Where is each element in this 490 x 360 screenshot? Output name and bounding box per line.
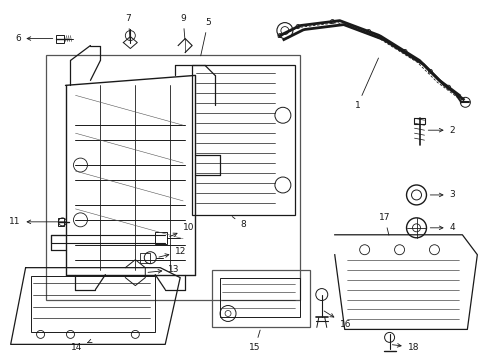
Text: 14: 14 bbox=[71, 339, 92, 352]
Bar bbox=[140, 253, 150, 263]
Text: 7: 7 bbox=[125, 14, 131, 40]
Text: 17: 17 bbox=[379, 213, 391, 235]
Bar bbox=[46, 55, 300, 300]
Text: 18: 18 bbox=[392, 343, 419, 352]
Text: 6: 6 bbox=[15, 34, 53, 43]
Bar bbox=[414, 118, 425, 124]
Bar bbox=[155, 232, 167, 244]
Text: 3: 3 bbox=[430, 190, 455, 199]
Bar bbox=[220, 278, 300, 318]
Text: 16: 16 bbox=[324, 311, 351, 329]
Text: 15: 15 bbox=[249, 330, 261, 352]
Text: 9: 9 bbox=[180, 14, 186, 40]
Text: 2: 2 bbox=[428, 126, 455, 135]
Text: 4: 4 bbox=[430, 223, 455, 232]
Bar bbox=[212, 270, 310, 328]
Text: 13: 13 bbox=[148, 265, 180, 274]
Bar bbox=[57, 218, 64, 226]
Text: 8: 8 bbox=[232, 217, 246, 229]
Bar bbox=[30, 276, 155, 332]
Text: 11: 11 bbox=[9, 217, 66, 226]
Text: 10: 10 bbox=[170, 223, 195, 237]
Text: 5: 5 bbox=[201, 18, 211, 56]
Text: 1: 1 bbox=[355, 58, 378, 110]
Bar bbox=[192, 66, 295, 215]
Bar bbox=[55, 35, 64, 42]
Text: 12: 12 bbox=[159, 247, 187, 257]
